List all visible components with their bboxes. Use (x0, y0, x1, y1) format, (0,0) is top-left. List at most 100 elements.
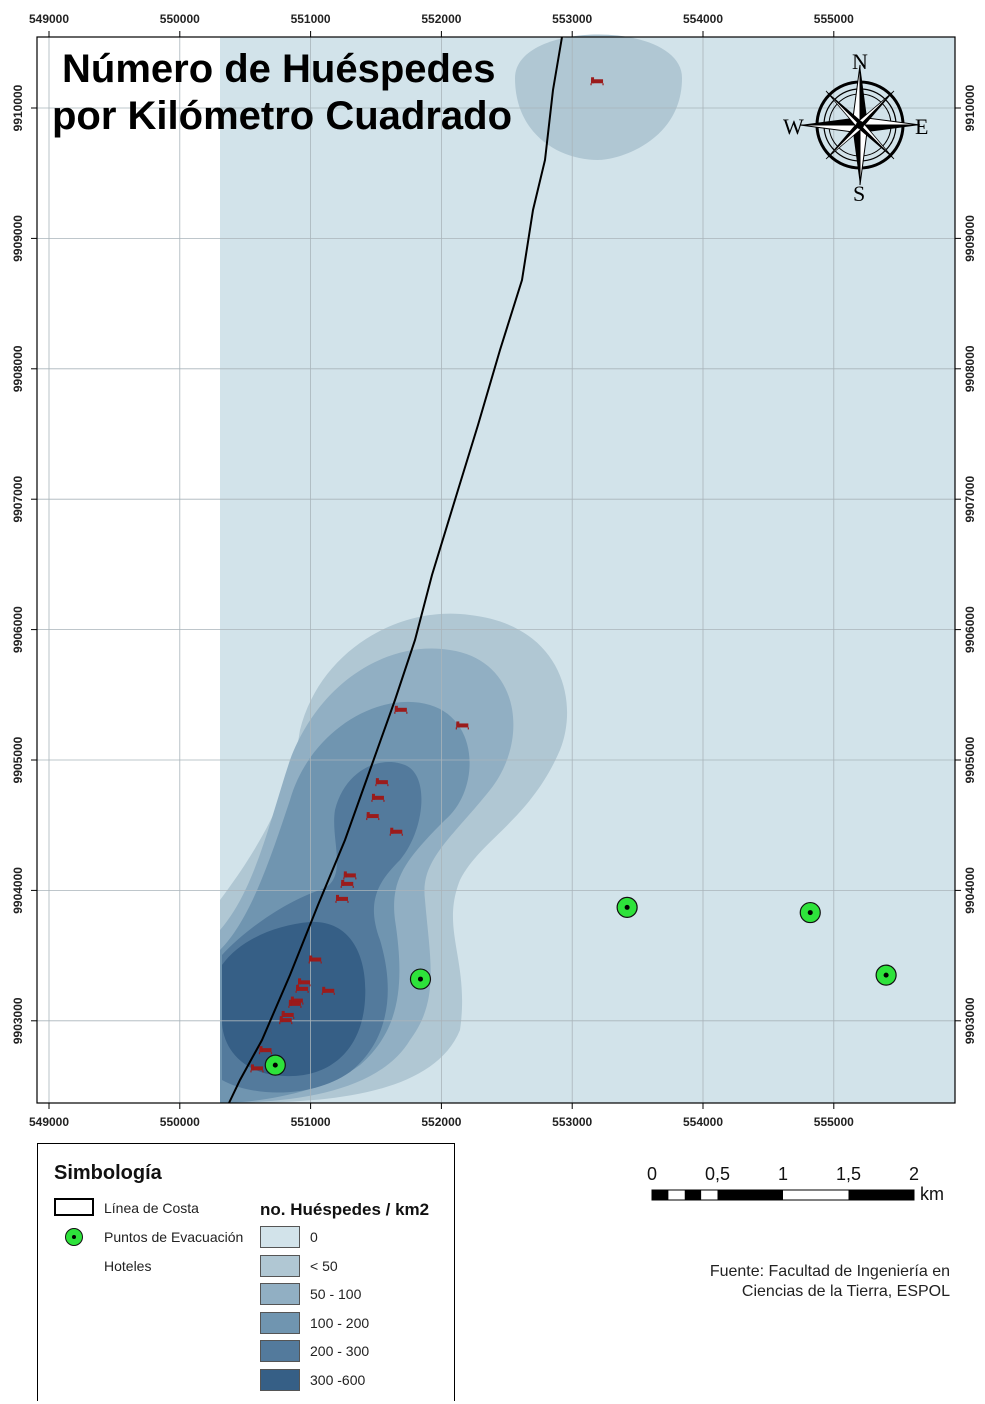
y-tick-label: 9905000 (11, 736, 25, 783)
scale-bar: 0 0,5 1 1,5 2 km (640, 1160, 960, 1220)
y-tick-label: 9906000 (963, 606, 977, 653)
legend-panel: Simbología Línea de Costa Puntos de Evac… (37, 1143, 455, 1401)
legend-title: Simbología (54, 1162, 162, 1184)
hotel-icon (375, 778, 389, 787)
y-tick-label: 9910000 (963, 84, 977, 131)
density-class-label: 100 - 200 (310, 1314, 370, 1331)
scale-bar-segment (848, 1190, 914, 1200)
hotel-icon (590, 77, 604, 86)
coordinate-ticks: 549000 549000 550000 550000 551000 551000 5520… (11, 12, 977, 1129)
density-class-swatch (260, 1226, 300, 1248)
hotel-icon (389, 827, 403, 836)
scale-bar-label: 0 (646, 1164, 658, 1184)
density-class-label: 0 (310, 1229, 318, 1245)
density-class-label: 200 - 300 (310, 1343, 370, 1359)
y-tick-label: 9903000 (11, 997, 25, 1044)
legend-evacuation-label: Puntos de Evacuación (104, 1229, 244, 1245)
scale-bar-label: 0,5 (704, 1164, 731, 1184)
x-tick-label: 555000 (814, 1115, 854, 1129)
hotel-icon (455, 721, 469, 730)
density-class-title: no. Huéspedes / km2 (260, 1200, 430, 1219)
compass-west-label: W (783, 114, 804, 139)
hotel-icon (288, 999, 302, 1008)
x-tick-label: 551000 (291, 1115, 331, 1129)
map-title-line2: por Kilómetro Cuadrado (52, 94, 512, 138)
density-class-swatch (260, 1311, 300, 1334)
x-tick-label: 552000 (421, 12, 461, 26)
hotel-icon (371, 793, 385, 802)
hotel-icon (258, 1046, 273, 1055)
scale-bar-label: 2 (908, 1164, 920, 1184)
map-border (36, 36, 956, 1104)
density-class-swatch (260, 1254, 300, 1277)
source-credit: Fuente: Facultad de Ingeniería en Cienci… (640, 1262, 950, 1302)
map-frame: 549000 549000 550000 550000 551000 551000 5520… (11, 12, 977, 1129)
grid-lines (37, 37, 955, 1103)
compass-rose-icon: N S E W (783, 49, 928, 206)
hotels-layer (250, 77, 604, 1073)
x-tick-label: 554000 (683, 1115, 723, 1129)
legend-coastline-label: Línea de Costa (104, 1200, 199, 1216)
y-tick-label: 9905000 (963, 736, 977, 783)
legend-hotels-label: Hoteles (104, 1258, 152, 1274)
y-tick-label: 9903000 (963, 997, 977, 1044)
y-tick-label: 9904000 (11, 867, 25, 914)
scale-bar-label: 1,5 (835, 1164, 862, 1184)
y-tick-label: 9910000 (11, 84, 25, 131)
x-tick-label: 551000 (291, 12, 331, 26)
hotel-icon (343, 871, 357, 880)
hotel-icon (308, 955, 322, 964)
evacuation-point-icon (409, 968, 432, 990)
density-class-label: 50 - 100 (310, 1286, 362, 1302)
y-tick-label: 9909000 (11, 215, 25, 262)
evacuation-point-legend-icon (65, 1228, 83, 1246)
x-tick-label: 552000 (421, 1115, 461, 1129)
density-class-swatch (260, 1340, 300, 1362)
scale-bar-segment (717, 1190, 783, 1200)
coastline-legend-swatch (54, 1198, 94, 1216)
y-tick-label: 9904000 (963, 867, 977, 914)
evacuation-point-icon (875, 964, 897, 986)
hotel-icon (295, 984, 309, 993)
density-class-swatch (260, 1283, 300, 1305)
density-class-label: < 50 (310, 1257, 338, 1274)
compass-north-label: N (852, 49, 868, 74)
evacuation-point-icon (799, 901, 821, 924)
hotel-icon (394, 705, 408, 714)
hotel-icon (366, 812, 380, 821)
y-tick-label: 9906000 (11, 606, 25, 653)
evacuation-point-icon (616, 896, 638, 918)
source-line1: Fuente: Facultad de Ingeniería en (709, 1263, 950, 1280)
scale-bar-label: 1 (777, 1164, 789, 1184)
x-tick-label: 549000 (29, 1115, 69, 1129)
density-class-swatch (260, 1368, 300, 1391)
y-tick-label: 9909000 (963, 215, 977, 262)
x-tick-label: 553000 (552, 1115, 592, 1129)
scale-bar-unit: km (920, 1184, 944, 1204)
density-class-label: 300 -600 (310, 1371, 366, 1388)
hotel-icon (335, 894, 349, 903)
x-tick-label: 550000 (160, 1115, 200, 1129)
map-title-line1: Número de Huéspedes (62, 47, 495, 91)
hotel-icon (321, 986, 335, 995)
y-tick-label: 9908000 (11, 345, 25, 392)
x-tick-label: 549000 (29, 12, 69, 26)
x-tick-label: 550000 (160, 12, 200, 26)
x-tick-label: 555000 (814, 12, 854, 26)
x-tick-label: 554000 (683, 12, 723, 26)
hotel-icon (250, 1064, 264, 1073)
hotel-icon (279, 1016, 293, 1025)
hotel-icon (340, 879, 354, 888)
y-tick-label: 9907000 (11, 476, 25, 523)
compass-south-label: S (853, 181, 865, 206)
evacuation-points-layer (264, 896, 897, 1076)
source-line2: Ciencias de la Tierra, ESPOL (741, 1283, 950, 1300)
scale-bar-graphic (651, 1189, 915, 1201)
scale-bar-segment (684, 1190, 702, 1200)
y-tick-label: 9907000 (963, 476, 977, 523)
scale-bar-segment (652, 1190, 669, 1200)
compass-east-label: E (915, 114, 928, 139)
coastline (228, 36, 563, 1104)
x-tick-label: 553000 (552, 12, 592, 26)
evacuation-point-icon (264, 1054, 286, 1076)
